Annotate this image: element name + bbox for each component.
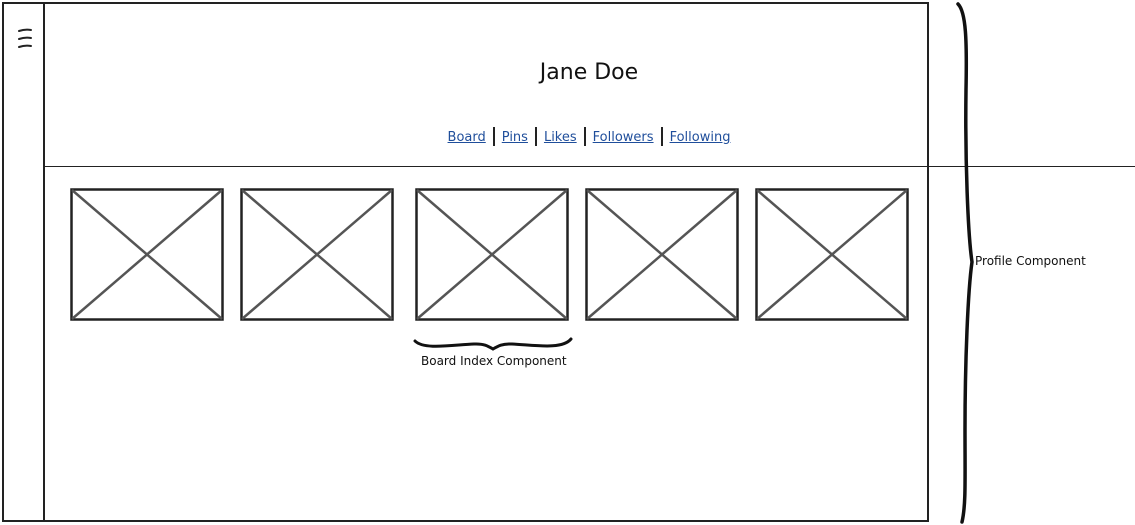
- nav-separator: [583, 127, 586, 146]
- board-card[interactable]: [755, 188, 909, 321]
- board-card[interactable]: [415, 188, 569, 321]
- profile-nav: Board Pins Likes Followers Following: [43, 127, 1135, 146]
- board-card[interactable]: [70, 188, 224, 321]
- image-placeholder-icon: [70, 188, 224, 321]
- board-index-brace-icon: [413, 337, 573, 351]
- nav-link-followers[interactable]: Followers: [592, 130, 654, 145]
- nav-link-pins[interactable]: Pins: [501, 130, 528, 145]
- board-card[interactable]: [585, 188, 739, 321]
- profile-annotation: Profile Component: [975, 254, 1086, 268]
- profile-brace-icon: [956, 2, 974, 524]
- image-placeholder-icon: [415, 188, 569, 321]
- image-placeholder-icon: [585, 188, 739, 321]
- nav-separator: [492, 127, 495, 146]
- profile-name: Jane Doe: [539, 60, 639, 85]
- nav-separator: [534, 127, 537, 146]
- sidebar: [4, 4, 45, 520]
- image-placeholder-icon: [755, 188, 909, 321]
- nav-separator: [660, 127, 663, 146]
- nav-link-likes[interactable]: Likes: [543, 130, 577, 145]
- nav-link-board[interactable]: Board: [447, 130, 486, 145]
- nav-link-following[interactable]: Following: [669, 130, 731, 145]
- image-placeholder-icon: [240, 188, 394, 321]
- hamburger-menu-icon[interactable]: [16, 26, 34, 52]
- board-index-annotation: Board Index Component: [421, 354, 567, 368]
- board-card[interactable]: [240, 188, 394, 321]
- header-divider: [43, 166, 1135, 167]
